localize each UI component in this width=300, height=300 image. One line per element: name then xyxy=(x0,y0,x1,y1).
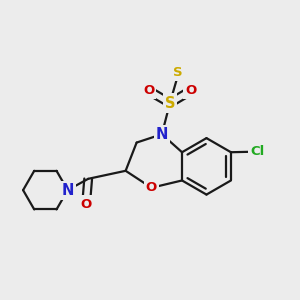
Text: O: O xyxy=(185,84,197,97)
Text: O: O xyxy=(80,198,92,211)
Text: N: N xyxy=(156,127,168,142)
Text: O: O xyxy=(143,84,154,97)
Text: S: S xyxy=(165,95,175,110)
Text: Cl: Cl xyxy=(250,145,264,158)
Text: N: N xyxy=(61,183,74,198)
Text: S: S xyxy=(173,66,183,79)
Text: O: O xyxy=(146,181,157,194)
